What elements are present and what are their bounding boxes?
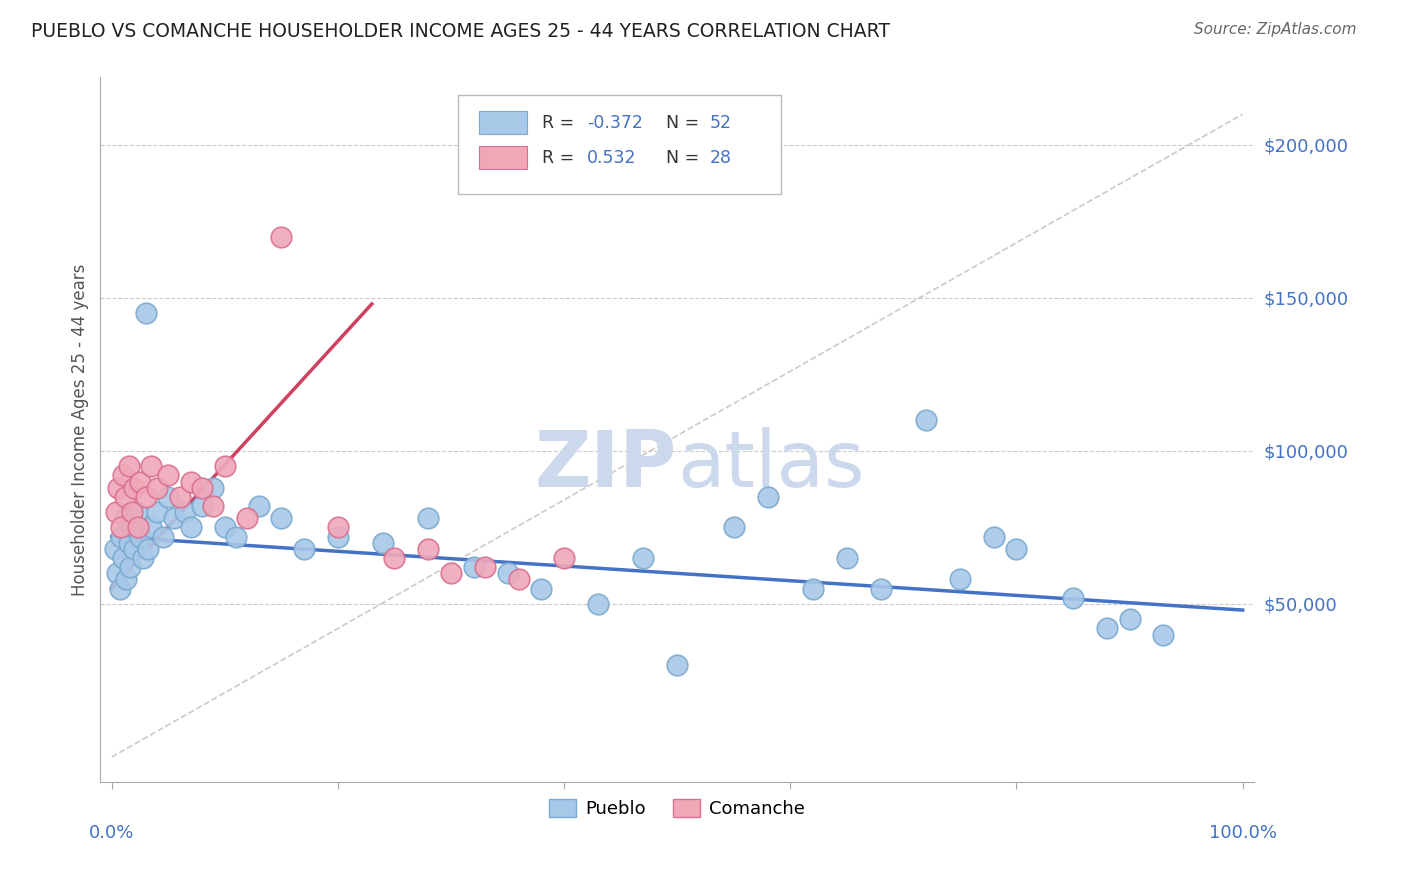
Point [125, 505, 148, 519]
Point [586, 597, 609, 611]
Point [496, 566, 519, 581]
Point [270, 511, 292, 525]
Point [723, 520, 745, 534]
Point [141, 459, 163, 474]
Point [118, 560, 141, 574]
Text: 0.532: 0.532 [588, 149, 637, 167]
Point [1118, 612, 1140, 626]
Point [371, 535, 394, 549]
Point [132, 551, 155, 566]
Point [191, 481, 214, 495]
Point [111, 468, 134, 483]
FancyBboxPatch shape [458, 95, 780, 194]
Point [135, 306, 157, 320]
Point [124, 541, 146, 556]
Point [114, 490, 136, 504]
Point [180, 520, 202, 534]
Point [146, 505, 169, 519]
Text: R =: R = [543, 149, 585, 167]
Point [666, 658, 689, 673]
Point [756, 490, 779, 504]
Point [869, 582, 891, 596]
Point [121, 520, 143, 534]
Point [530, 582, 553, 596]
Point [124, 481, 146, 495]
Point [136, 541, 159, 556]
Point [247, 499, 270, 513]
Point [191, 499, 214, 513]
Point [326, 530, 349, 544]
FancyBboxPatch shape [478, 146, 527, 169]
Point [129, 475, 152, 489]
Point [214, 520, 236, 534]
Point [835, 551, 858, 566]
Point [631, 551, 654, 566]
Point [117, 535, 139, 549]
Point [915, 413, 938, 427]
Text: ZIP: ZIP [534, 426, 678, 503]
Point [418, 511, 440, 525]
Point [108, 582, 131, 596]
Text: PUEBLO VS COMANCHE HOUSEHOLDER INCOME AGES 25 - 44 YEARS CORRELATION CHART: PUEBLO VS COMANCHE HOUSEHOLDER INCOME AG… [31, 22, 890, 41]
Point [117, 459, 139, 474]
Point [949, 573, 972, 587]
Point [202, 499, 225, 513]
Text: 100.0%: 100.0% [1209, 824, 1277, 842]
Point [146, 481, 169, 495]
Text: 28: 28 [710, 149, 731, 167]
Text: -0.372: -0.372 [588, 113, 643, 131]
Point [104, 541, 127, 556]
Text: 52: 52 [710, 113, 731, 131]
Point [1095, 622, 1118, 636]
Point [129, 530, 152, 544]
Point [152, 530, 174, 544]
Point [107, 481, 129, 495]
Point [114, 511, 136, 525]
Point [214, 459, 236, 474]
Text: 0.0%: 0.0% [89, 824, 135, 842]
Point [508, 573, 530, 587]
Point [202, 481, 225, 495]
Point [983, 530, 1005, 544]
Point [127, 520, 149, 534]
Point [1062, 591, 1084, 605]
Point [115, 573, 138, 587]
Point [157, 468, 180, 483]
Text: atlas: atlas [678, 426, 865, 503]
Y-axis label: Householder Income Ages 25 - 44 years: Householder Income Ages 25 - 44 years [72, 263, 89, 596]
Point [553, 551, 575, 566]
Point [135, 490, 157, 504]
Point [801, 582, 824, 596]
Point [1153, 627, 1175, 641]
Point [169, 490, 191, 504]
Point [141, 520, 163, 534]
Point [270, 229, 292, 244]
Point [384, 551, 406, 566]
Text: N =: N = [665, 149, 704, 167]
FancyBboxPatch shape [478, 112, 527, 134]
Point [236, 511, 259, 525]
Point [292, 541, 315, 556]
Point [225, 530, 247, 544]
Point [326, 520, 349, 534]
Point [180, 475, 202, 489]
Text: N =: N = [665, 113, 704, 131]
Point [474, 560, 496, 574]
Point [157, 490, 180, 504]
Point [1005, 541, 1028, 556]
Point [105, 505, 128, 519]
Point [105, 566, 128, 581]
Point [440, 566, 463, 581]
Point [163, 511, 186, 525]
Text: R =: R = [543, 113, 579, 131]
Point [110, 530, 132, 544]
Point [111, 551, 134, 566]
Point [418, 541, 440, 556]
Point [110, 520, 132, 534]
Point [174, 505, 197, 519]
Point [121, 505, 143, 519]
Point [463, 560, 485, 574]
Text: Source: ZipAtlas.com: Source: ZipAtlas.com [1194, 22, 1357, 37]
Legend: Pueblo, Comanche: Pueblo, Comanche [543, 791, 813, 825]
